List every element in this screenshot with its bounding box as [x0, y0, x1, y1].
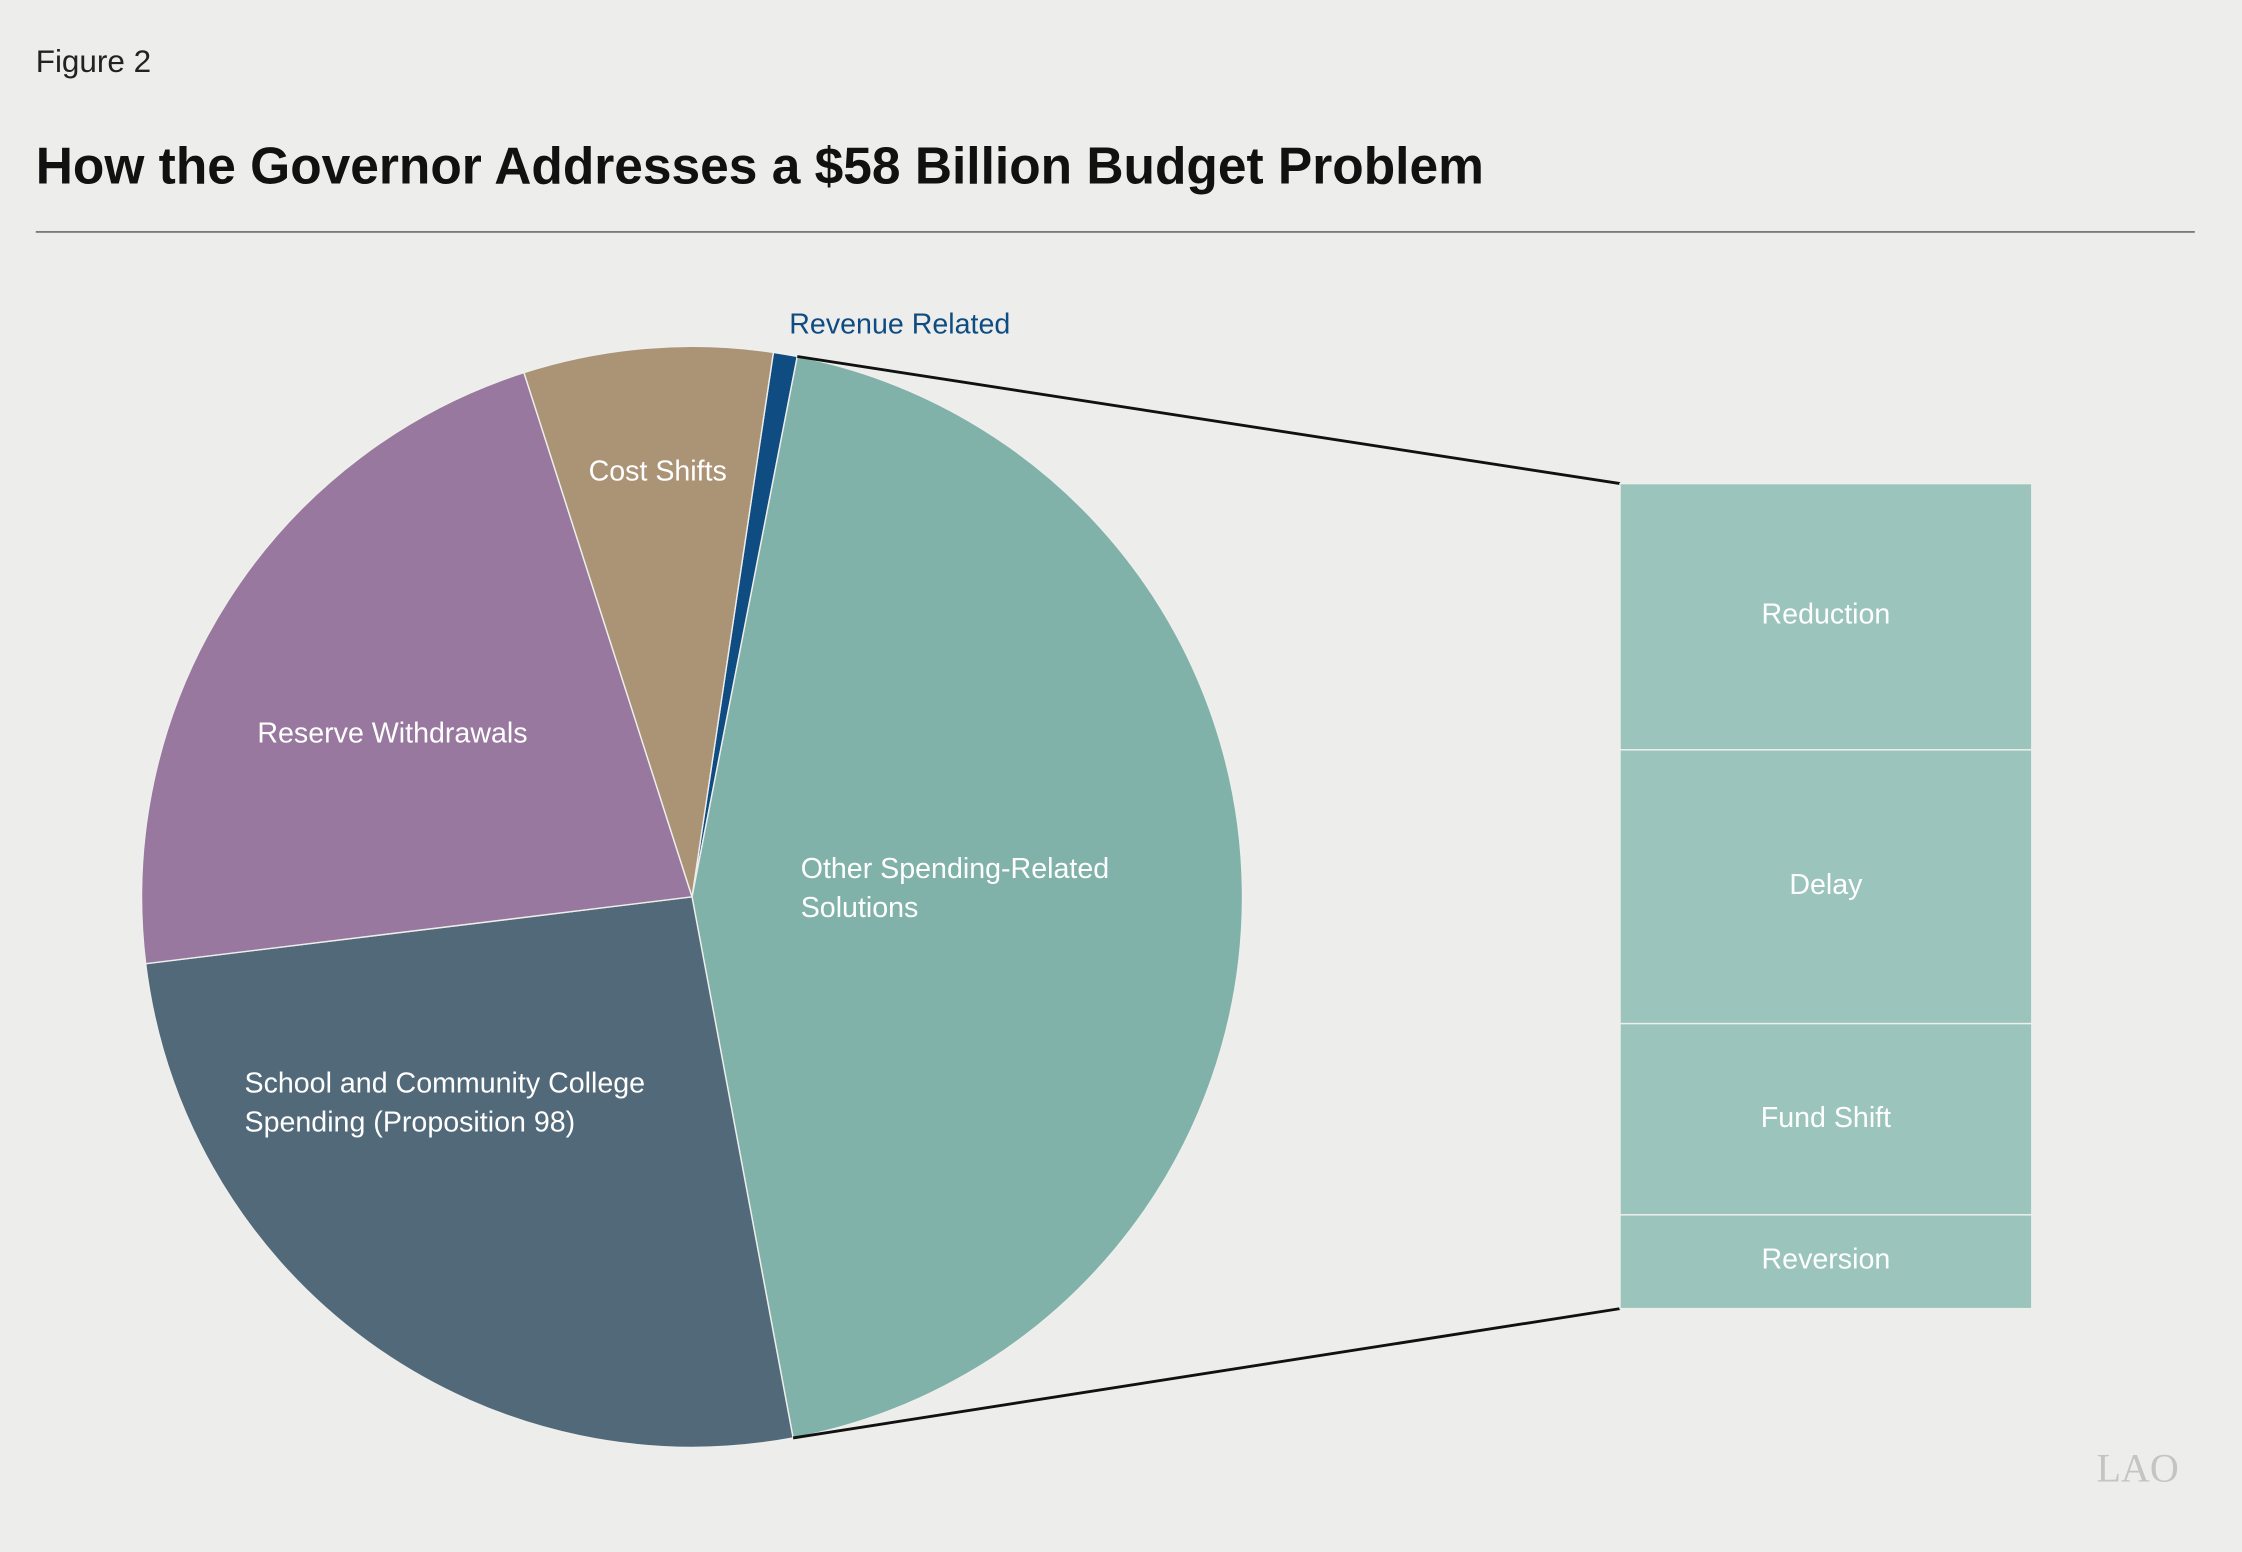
- breakdown-label: Reduction: [1761, 599, 1891, 632]
- breakdown-label-box: Fund Shift: [1760, 1102, 1892, 1134]
- breakdown-bar: [1619, 749, 2033, 1025]
- breakdown-label: Delay: [1789, 869, 1863, 902]
- slice-label-box: Revenue Related: [789, 309, 1011, 341]
- breakdown-bar: [1619, 1214, 2033, 1310]
- breakdown-label: Reversion: [1761, 1244, 1891, 1277]
- pie-slice: [140, 371, 693, 965]
- breakdown-label-box: Delay: [1789, 869, 1863, 902]
- slice-label-box: Other Spending-Related Solutions: [800, 853, 1110, 924]
- breakdown-label-box: Reversion: [1761, 1244, 1891, 1277]
- connector-line: [792, 1307, 1621, 1440]
- slice-label: Revenue Related: [789, 309, 1011, 341]
- pie-slice: [144, 896, 794, 1449]
- breakdown-label: Fund Shift: [1760, 1102, 1892, 1134]
- pie-slice: [523, 345, 775, 898]
- figure-label: Figure 2: [36, 44, 151, 79]
- chart-title: How the Governor Addresses a $58 Billion…: [36, 136, 1484, 194]
- breakdown-label-box: Reduction: [1761, 599, 1891, 632]
- slice-label: Reserve Withdrawals: [257, 718, 528, 750]
- slice-label: Cost Shifts: [588, 456, 727, 488]
- pie-slice: [691, 355, 1244, 1439]
- logo: LAO: [2096, 1446, 2178, 1491]
- slice-label-box: Cost Shifts: [588, 456, 727, 488]
- slice-label-box: Reserve Withdrawals: [257, 718, 528, 750]
- slice-label: School and Community College Spending (P…: [244, 1068, 646, 1139]
- connector-line: [797, 355, 1621, 486]
- slice-label-box: School and Community College Spending (P…: [244, 1068, 646, 1139]
- slice-label: Other Spending-Related Solutions: [800, 853, 1110, 924]
